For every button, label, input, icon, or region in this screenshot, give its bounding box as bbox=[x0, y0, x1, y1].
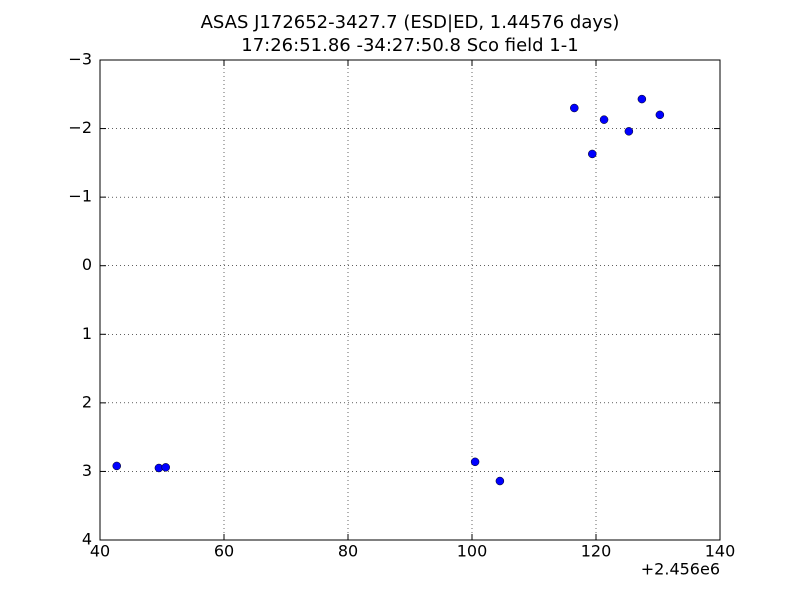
point bbox=[161, 463, 170, 472]
point bbox=[624, 127, 634, 136]
plot-frame bbox=[99, 59, 721, 541]
y-tick-label: 0 bbox=[82, 255, 92, 274]
x-tick-label: 40 bbox=[90, 542, 110, 561]
chart-title: ASAS J172652-3427.7 (ESD|ED, 1.44576 day… bbox=[201, 12, 620, 33]
point bbox=[599, 115, 609, 124]
x-tick-label: 100 bbox=[457, 542, 488, 561]
y-tick-label: 4 bbox=[82, 530, 92, 549]
x-tick-label: 140 bbox=[705, 542, 736, 561]
x-tick-label: 60 bbox=[214, 542, 234, 561]
y-tick-label: 1 bbox=[82, 324, 92, 343]
point bbox=[655, 110, 665, 120]
x-offset-label: +2.456e6 bbox=[641, 560, 720, 579]
y-tick-label: −1 bbox=[68, 187, 92, 206]
point bbox=[637, 94, 647, 104]
point bbox=[588, 149, 597, 159]
point bbox=[470, 457, 480, 467]
y-tick-label: 2 bbox=[82, 392, 92, 411]
y-tick-label: −2 bbox=[68, 118, 92, 137]
x-tick-label: 80 bbox=[338, 542, 358, 561]
point bbox=[112, 461, 121, 471]
chart-subtitle: 17:26:51.86 -34:27:50.8 Sco field 1-1 bbox=[241, 35, 578, 56]
point bbox=[495, 476, 505, 486]
point bbox=[570, 103, 579, 113]
y-tick-label: 3 bbox=[82, 461, 92, 480]
y-tick-label: −3 bbox=[68, 50, 92, 69]
x-tick-label: 120 bbox=[581, 542, 612, 561]
